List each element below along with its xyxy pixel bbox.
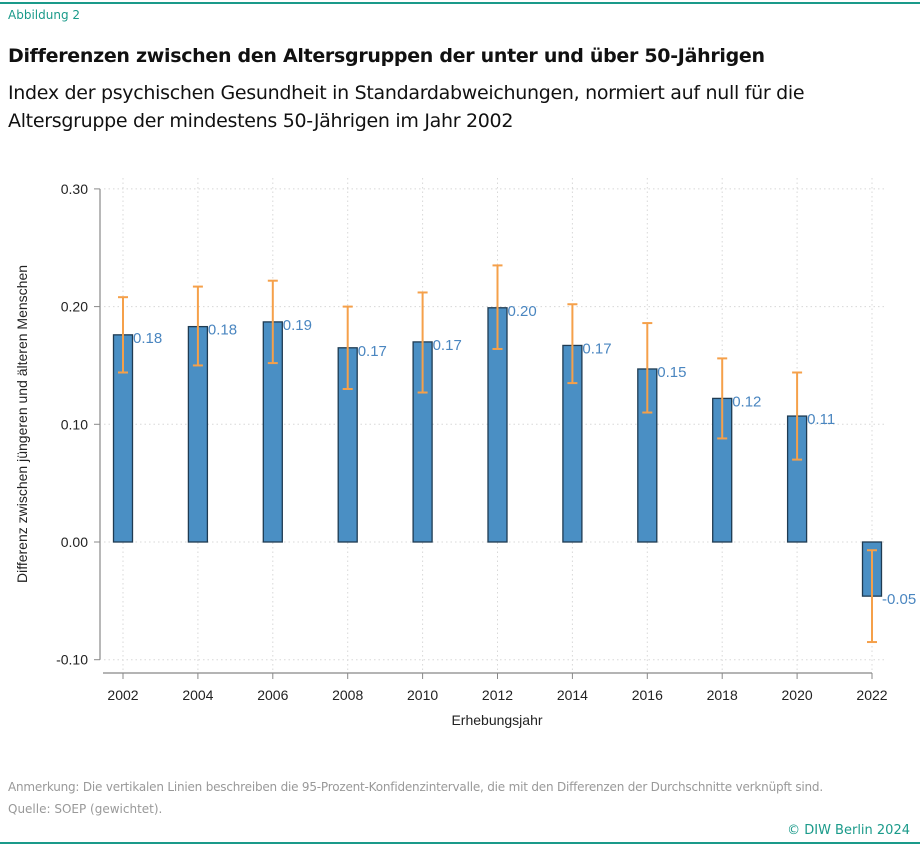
chart-title: Differenzen zwischen den Altersgruppen d… <box>8 45 765 67</box>
y-tick-label: 0.20 <box>61 299 88 315</box>
data-label: -0.05 <box>882 591 916 608</box>
x-tick-label: 2006 <box>257 687 288 703</box>
top-rule <box>0 2 920 4</box>
x-tick-label: 2008 <box>332 687 363 703</box>
data-label: 0.11 <box>807 411 835 428</box>
data-label: 0.19 <box>283 317 312 334</box>
figure-label: Abbildung 2 <box>8 8 81 22</box>
y-tick-label: 0.10 <box>61 416 88 432</box>
x-tick-label: 2018 <box>707 687 738 703</box>
x-axis-title: Erhebungsjahr <box>451 712 542 728</box>
data-label: 0.15 <box>657 364 686 381</box>
data-label: 0.18 <box>133 330 162 347</box>
y-tick-label: -0.10 <box>56 652 88 668</box>
x-tick-label: 2016 <box>632 687 663 703</box>
copyright: © DIW Berlin 2024 <box>787 823 910 838</box>
bar-chart: 0.30 0.20 0.10 0.00 -0.10 2002 2004 2006 2008 201… <box>14 178 916 728</box>
bottom-rule <box>0 842 920 844</box>
data-label: 0.18 <box>208 322 237 339</box>
chart-note: Anmerkung: Die vertikalen Linien beschre… <box>8 780 823 794</box>
x-tick-label: 2020 <box>782 687 813 703</box>
x-tick-label: 2012 <box>482 687 513 703</box>
chart-subtitle: Index der psychischen Gesundheit in Stan… <box>8 82 805 132</box>
y-tick-label: 0.30 <box>61 181 88 197</box>
x-tick-label: 2010 <box>407 687 438 703</box>
data-label: 0.12 <box>732 393 761 410</box>
x-tick-label: 2014 <box>557 687 588 703</box>
data-label: 0.20 <box>508 303 537 320</box>
chart-source: Quelle: SOEP (gewichtet). <box>8 802 163 816</box>
y-tick-label: 0.00 <box>61 534 88 550</box>
data-label: 0.17 <box>358 343 387 360</box>
data-label: 0.17 <box>433 337 462 354</box>
x-tick-label: 2002 <box>107 687 138 703</box>
x-tick-label: 2004 <box>182 687 213 703</box>
y-axis-title: Differenz zwischen jüngeren und älteren … <box>14 265 30 583</box>
x-tick-label: 2022 <box>856 687 887 703</box>
data-label: 0.17 <box>582 340 611 357</box>
